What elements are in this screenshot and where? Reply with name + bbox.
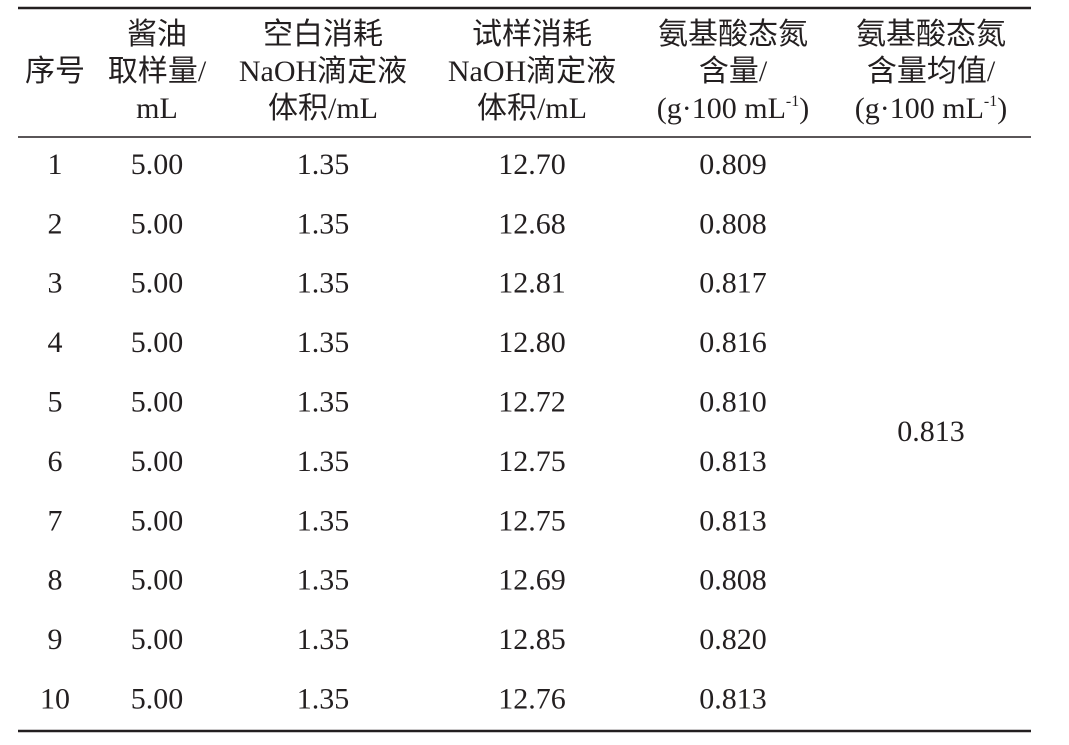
cell-text: 1.35: [297, 504, 350, 537]
header-text: 氨基酸态氮: [856, 18, 1006, 51]
header-text: 含量均值/: [867, 55, 996, 88]
cell-text: 9: [48, 623, 63, 656]
cell-text: 1.35: [297, 267, 350, 300]
cell-text: 3: [48, 267, 63, 300]
cell-text: 1.35: [297, 623, 350, 656]
cell-text: 1.35: [297, 207, 350, 240]
cell-text: 1.35: [297, 682, 350, 715]
cell-text: 0.809: [699, 148, 767, 181]
header-text-part: (g·100 mL: [657, 92, 786, 125]
header-text: 序号: [25, 55, 85, 88]
mean-cell-text: 0.813: [897, 415, 965, 448]
cell-text: 5.00: [131, 445, 184, 478]
header-text: 空白消耗: [263, 18, 383, 51]
cell-text: 5.00: [131, 682, 184, 715]
cell-text: 0.808: [699, 207, 767, 240]
cell-text: 12.68: [498, 207, 566, 240]
header-text: NaOH滴定液: [448, 55, 616, 88]
cell-text: 12.81: [498, 267, 566, 300]
cell-text: 1.35: [297, 445, 350, 478]
header-superscript: -1: [786, 93, 799, 110]
cell-text: 1: [48, 148, 63, 181]
cell-text: 5.00: [131, 326, 184, 359]
cell-text: 5.00: [131, 564, 184, 597]
header-text: 试样消耗: [472, 18, 592, 51]
cell-text: 5.00: [131, 385, 184, 418]
header-text: (g·100 mL-1): [855, 92, 1007, 125]
cell-text: 12.80: [498, 326, 566, 359]
cell-text: 8: [48, 564, 63, 597]
cell-text: 12.76: [498, 682, 566, 715]
cell-text: 1.35: [297, 385, 350, 418]
header-text: 含量/: [699, 55, 768, 88]
cell-text: 5.00: [131, 207, 184, 240]
cell-text: 2: [48, 207, 63, 240]
header-text-part: (g·100 mL: [855, 92, 984, 125]
cell-text: 0.813: [699, 504, 767, 537]
cell-text: 0.813: [699, 445, 767, 478]
cell-text: 0.820: [699, 623, 767, 656]
cell-text: 1.35: [297, 564, 350, 597]
cell-text: 12.69: [498, 564, 566, 597]
header-text-part: ): [799, 92, 809, 125]
cell-text: 1.35: [297, 148, 350, 181]
header-text: 氨基酸态氮: [658, 18, 808, 51]
header-text: 体积/mL: [268, 92, 378, 125]
header-text: 取样量/: [108, 55, 207, 88]
cell-text: 0.817: [699, 267, 767, 300]
cell-text: 5.00: [131, 267, 184, 300]
header-text: (g·100 mL-1): [657, 92, 809, 125]
cell-text: 12.75: [498, 504, 566, 537]
cell-text: 1.35: [297, 326, 350, 359]
cell-text: 12.75: [498, 445, 566, 478]
header-superscript: -1: [984, 93, 997, 110]
cell-text: 0.816: [699, 326, 767, 359]
header-text: 体积/mL: [477, 92, 587, 125]
cell-text: 6: [48, 445, 63, 478]
cell-text: 7: [48, 504, 63, 537]
header-text: 酱油: [127, 18, 187, 51]
cell-text: 5.00: [131, 623, 184, 656]
cell-text: 10: [40, 682, 70, 715]
cell-text: 0.813: [699, 682, 767, 715]
cell-text: 5.00: [131, 504, 184, 537]
cell-text: 4: [48, 326, 63, 359]
cell-text: 12.70: [498, 148, 566, 181]
cell-text: 0.808: [699, 564, 767, 597]
header-text: mL: [136, 92, 178, 125]
header-text-part: ): [997, 92, 1007, 125]
cell-text: 12.85: [498, 623, 566, 656]
cell-text: 5.00: [131, 148, 184, 181]
header-text: NaOH滴定液: [239, 55, 407, 88]
cell-text: 0.810: [699, 385, 767, 418]
cell-text: 12.72: [498, 385, 566, 418]
cell-text: 5: [48, 385, 63, 418]
